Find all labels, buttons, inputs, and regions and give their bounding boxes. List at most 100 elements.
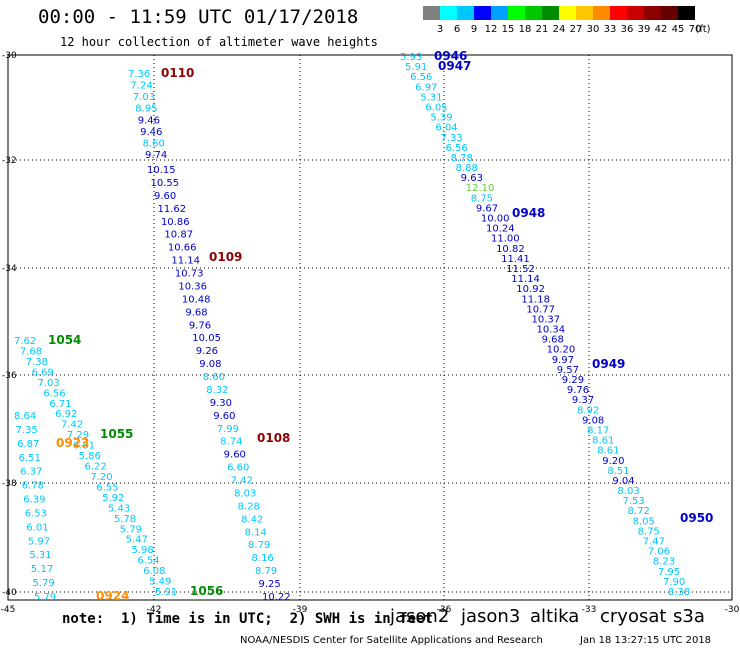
wave-height-value: 9.60 bbox=[154, 191, 176, 202]
wave-height-value: 11.62 bbox=[157, 204, 186, 215]
satellite-s3a: s3a bbox=[673, 606, 705, 627]
legend-swatch bbox=[423, 6, 440, 20]
wave-height-value: 5.93 bbox=[400, 52, 422, 63]
wave-height-value: 7.47 bbox=[643, 537, 665, 548]
legend-label: 6 bbox=[454, 24, 460, 35]
wave-height-value: 11.41 bbox=[501, 254, 530, 265]
legend-swatch bbox=[576, 6, 593, 20]
wave-height-value: 7.62 bbox=[14, 336, 36, 347]
wave-height-value: 11.52 bbox=[506, 264, 535, 275]
wave-height-value: 8.60 bbox=[143, 138, 165, 149]
pass-time-label: 0109 bbox=[209, 250, 242, 264]
legend-swatch bbox=[440, 6, 457, 20]
legend-label: 39 bbox=[638, 24, 651, 35]
wave-height-value: 9.68 bbox=[185, 307, 207, 318]
legend-swatch bbox=[627, 6, 644, 20]
wave-height-value: 6.56 bbox=[446, 143, 468, 154]
credit-text: NOAA/NESDIS Center for Satellite Applica… bbox=[240, 635, 543, 646]
legend-swatch bbox=[491, 6, 508, 20]
wave-height-value: 7.24 bbox=[130, 81, 152, 92]
wave-height-value: 10.22 bbox=[262, 592, 291, 603]
wave-height-value: 10.48 bbox=[182, 294, 211, 305]
wave-height-value: 5.79 bbox=[34, 592, 56, 603]
wave-height-value: 7.38 bbox=[26, 357, 48, 368]
wave-height-value: 10.82 bbox=[496, 244, 525, 255]
wave-height-value: 7.42 bbox=[61, 420, 83, 431]
wave-height-value: 6.71 bbox=[49, 399, 71, 410]
wave-height-value: 9.57 bbox=[557, 365, 579, 376]
lon-tick-label: -39 bbox=[293, 605, 308, 615]
wave-height-value: 8.14 bbox=[245, 527, 267, 538]
legend-label: 36 bbox=[621, 24, 634, 35]
legend-label: 45 bbox=[672, 24, 685, 35]
wave-height-value: 8.79 bbox=[248, 540, 270, 551]
wave-height-value: 9.30 bbox=[210, 398, 232, 409]
lat-tick-label: -38 bbox=[2, 479, 17, 489]
pass-time-label: 0110 bbox=[161, 66, 194, 80]
wave-height-value: 6.01 bbox=[26, 522, 48, 533]
lon-tick-label: -45 bbox=[1, 605, 16, 615]
wave-height-value: 11.00 bbox=[491, 234, 520, 245]
wave-height-value: 10.34 bbox=[537, 325, 566, 336]
wave-height-value: 6.05 bbox=[425, 102, 447, 113]
legend-label: 27 bbox=[570, 24, 583, 35]
legend-label: 42 bbox=[655, 24, 668, 35]
pass-time-label: 1054 bbox=[48, 333, 81, 347]
page-title: 00:00 - 11:59 UTC 01/17/2018 bbox=[38, 6, 359, 28]
wave-height-value: 8.60 bbox=[203, 372, 225, 383]
wave-height-value: 5.17 bbox=[31, 564, 53, 575]
wave-height-value: 8.64 bbox=[14, 411, 36, 422]
legend-label: 15 bbox=[502, 24, 515, 35]
wave-height-value: 6.37 bbox=[20, 467, 42, 478]
wave-height-value: 8.72 bbox=[628, 506, 650, 517]
wave-height-value: 10.73 bbox=[175, 269, 204, 280]
wave-height-value: 6.56 bbox=[410, 72, 432, 83]
legend-label: 33 bbox=[604, 24, 617, 35]
legend-swatch bbox=[542, 6, 559, 20]
satellite-cryosat: cryosat bbox=[600, 606, 667, 627]
page-subtitle: 12 hour collection of altimeter wave hei… bbox=[60, 35, 378, 49]
wave-height-value: 5.49 bbox=[149, 577, 171, 588]
wave-height-value: 10.20 bbox=[547, 345, 576, 356]
wave-height-value: 10.36 bbox=[178, 281, 207, 292]
legend-label: (ft) bbox=[695, 24, 710, 35]
wave-height-value: 9.29 bbox=[562, 375, 584, 386]
wave-height-value: 5.31 bbox=[420, 92, 442, 103]
legend-swatch bbox=[593, 6, 610, 20]
wave-height-value: 6.97 bbox=[415, 82, 437, 93]
wave-height-value: 8.78 bbox=[451, 153, 473, 164]
wave-height-value: 5.39 bbox=[430, 113, 452, 124]
wave-height-value: 10.66 bbox=[168, 243, 197, 254]
lat-tick-label: -34 bbox=[2, 264, 17, 274]
pass-time-label: 1055 bbox=[100, 427, 133, 441]
wave-height-value: 9.97 bbox=[552, 355, 574, 366]
pass-time-label: 0923 bbox=[56, 436, 89, 450]
lat-tick-label: -40 bbox=[2, 588, 17, 598]
legend-swatch bbox=[457, 6, 474, 20]
wave-height-value: 9.46 bbox=[140, 127, 162, 138]
wave-height-value: 5.92 bbox=[102, 493, 124, 504]
wave-height-value: 6.04 bbox=[435, 123, 457, 134]
wave-height-value: 8.61 bbox=[597, 446, 619, 457]
wave-height-value: 8.17 bbox=[587, 425, 609, 436]
wave-height-value: 7.03 bbox=[133, 92, 155, 103]
pass-time-label: 0946 bbox=[434, 49, 467, 63]
legend-swatch bbox=[678, 6, 695, 20]
wave-height-value: 9.37 bbox=[572, 395, 594, 406]
wave-height-value: 10.05 bbox=[192, 333, 221, 344]
wave-height-value: 5.86 bbox=[79, 451, 101, 462]
wave-height-value: 6.53 bbox=[25, 508, 47, 519]
wave-height-value: 11.14 bbox=[511, 274, 540, 285]
wave-height-value: 9.25 bbox=[259, 579, 281, 590]
wave-height-value: 8.92 bbox=[577, 405, 599, 416]
satellite-altika: altika bbox=[530, 606, 580, 627]
wave-height-value: 7.06 bbox=[648, 547, 670, 558]
wave-height-value: 6.92 bbox=[55, 409, 77, 420]
wave-height-value: 8.38 bbox=[668, 587, 690, 598]
wave-height-value: 5.79 bbox=[120, 524, 142, 535]
wave-height-value: 9.46 bbox=[138, 115, 160, 126]
wave-height-value: 9.68 bbox=[542, 335, 564, 346]
wave-height-value: 9.76 bbox=[567, 385, 589, 396]
wave-height-value: 8.51 bbox=[607, 466, 629, 477]
wave-height-value: 5.79 bbox=[32, 578, 54, 589]
